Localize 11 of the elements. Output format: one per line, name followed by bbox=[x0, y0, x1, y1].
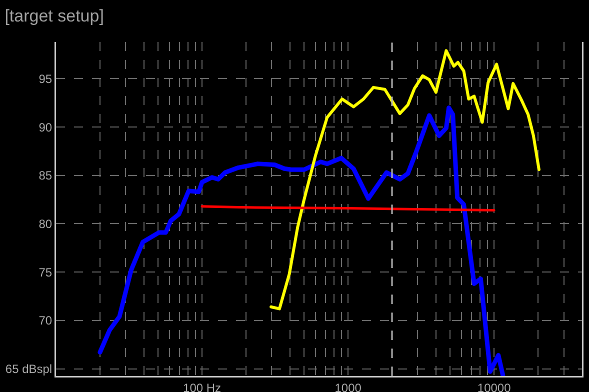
x-tick-label: 1000 bbox=[334, 380, 362, 392]
y-tick-label: 80 bbox=[38, 216, 52, 231]
chart-title: [target setup] bbox=[4, 6, 104, 26]
y-tick-label: 95 bbox=[38, 72, 52, 86]
y-tick-label: 85 bbox=[38, 168, 52, 183]
y-tick-label: 75 bbox=[38, 265, 52, 280]
x-tick-label: 100 Hz bbox=[183, 380, 222, 392]
x-tick-label: 10000 bbox=[477, 380, 512, 392]
y-tick-label: 70 bbox=[38, 314, 52, 328]
y-tick-label: 90 bbox=[38, 120, 52, 134]
y-tick-label: 65 dBspl bbox=[5, 362, 52, 376]
